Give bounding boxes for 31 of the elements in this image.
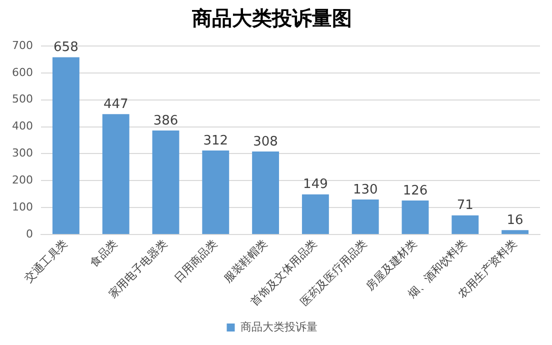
- bar: [252, 152, 280, 234]
- bar: [502, 230, 529, 234]
- data-label: 149: [303, 177, 328, 192]
- data-label: 71: [456, 198, 474, 214]
- x-tick-label: 食品类: [87, 237, 120, 270]
- bar: [102, 114, 130, 234]
- data-label: 447: [103, 96, 128, 112]
- bar: [52, 57, 80, 234]
- y-tick-label: 300: [12, 146, 33, 160]
- bar: [302, 194, 329, 234]
- data-label: 16: [506, 213, 524, 228]
- y-tick-label: 700: [12, 38, 33, 52]
- y-tick-label: 600: [12, 66, 33, 79]
- data-label: 130: [352, 182, 378, 198]
- legend-label: 商品大类投诉量: [240, 320, 318, 334]
- y-tick-label: 500: [12, 92, 33, 106]
- bar: [352, 199, 379, 234]
- chart-title: 商品大类投诉量图: [191, 6, 352, 30]
- data-label: 308: [253, 134, 278, 150]
- bar: [152, 130, 180, 234]
- bar: [452, 215, 479, 234]
- bar: [202, 150, 230, 234]
- data-label: 658: [54, 40, 78, 56]
- data-label: 386: [153, 113, 178, 128]
- x-tick-label: 日用商品类: [172, 237, 220, 286]
- y-tick-label: 400: [12, 120, 33, 133]
- data-label: 126: [402, 183, 428, 198]
- data-label: 312: [203, 133, 228, 148]
- bar: [402, 200, 429, 234]
- y-tick-label: 200: [12, 173, 33, 186]
- y-tick-label: 100: [12, 200, 33, 214]
